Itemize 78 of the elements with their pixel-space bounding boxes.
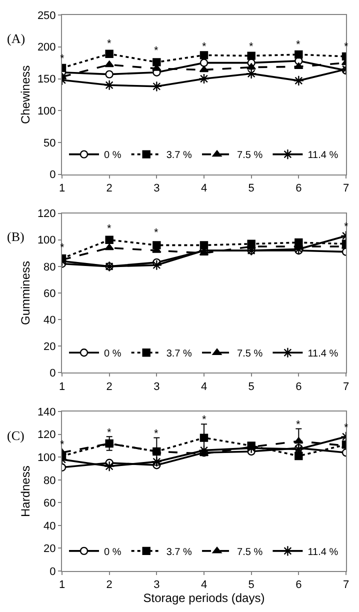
x-tick-label: 6 bbox=[296, 579, 302, 592]
legend-label: 0 % bbox=[104, 150, 122, 162]
y-tick-label: 20 bbox=[44, 340, 56, 353]
x-tick-label: 6 bbox=[296, 380, 302, 393]
annotation: * bbox=[202, 41, 207, 53]
x-tick-label: 1 bbox=[58, 380, 66, 393]
x-tick-label: 5 bbox=[248, 579, 254, 592]
x-tick-label: 1 bbox=[58, 182, 66, 195]
y-tick-label: 120 bbox=[37, 208, 56, 220]
annotation: * bbox=[60, 439, 65, 451]
annotation: * bbox=[296, 419, 301, 431]
y-tick-label: 40 bbox=[44, 520, 56, 532]
annotation: * bbox=[296, 39, 301, 51]
x-tick-label: 3 bbox=[154, 182, 160, 195]
y-tick-label: 80 bbox=[44, 474, 56, 487]
y-tick-label: 40 bbox=[44, 314, 56, 326]
x-tick-label: 4 bbox=[200, 579, 208, 592]
text: (C) bbox=[7, 428, 24, 443]
annotation: * bbox=[60, 53, 65, 65]
y-tick-label: 150 bbox=[37, 74, 56, 86]
legend-label: 11.4 % bbox=[308, 348, 338, 360]
legend-label: 0 % bbox=[104, 546, 122, 558]
x-tick-label: 4 bbox=[200, 380, 208, 393]
x-tick-label: 7 bbox=[342, 380, 350, 393]
x-tick-label: 7 bbox=[342, 579, 350, 592]
x-tick-label: 2 bbox=[106, 182, 112, 195]
x-tick-label: 1 bbox=[58, 579, 66, 592]
y-axis-title: Chewiness bbox=[18, 65, 33, 124]
y-tick-label: 20 bbox=[44, 543, 56, 556]
y-tick-label: 0 bbox=[50, 368, 56, 380]
x-tick-label: 6 bbox=[296, 182, 302, 195]
annotation: * bbox=[154, 428, 159, 440]
y-tick-label: 60 bbox=[44, 288, 56, 300]
annotation: * bbox=[154, 227, 159, 239]
y-tick-label: 100 bbox=[37, 452, 56, 464]
legend-label: 7.5 % bbox=[237, 546, 263, 558]
x-tick-label: 7 bbox=[342, 182, 350, 195]
annotation: * bbox=[249, 41, 254, 53]
text: (A) bbox=[7, 31, 26, 46]
x-tick-label: 2 bbox=[106, 380, 112, 393]
y-tick-label: 120 bbox=[37, 429, 56, 442]
y-tick-label: 0 bbox=[50, 169, 56, 182]
x-tick-label: 5 bbox=[248, 380, 254, 393]
annotation: * bbox=[344, 221, 349, 233]
annotation: * bbox=[344, 422, 349, 434]
annotation: * bbox=[107, 223, 112, 235]
y-tick-label: 140 bbox=[37, 406, 56, 418]
x-tick-label: 5 bbox=[248, 182, 254, 195]
annotation: * bbox=[344, 41, 349, 53]
y-tick-label: 80 bbox=[44, 261, 56, 274]
legend-label: 3.7 % bbox=[166, 348, 192, 360]
legend-label: 7.5 % bbox=[237, 348, 263, 360]
x-axis-title: Storage periods (days) bbox=[143, 591, 265, 606]
y-axis-title: Gumminess bbox=[18, 260, 33, 326]
y-tick-label: 200 bbox=[37, 42, 56, 54]
legend-label: 0 % bbox=[104, 348, 122, 360]
y-tick-label: 0 bbox=[50, 566, 56, 578]
y-tick-label: 60 bbox=[44, 498, 56, 510]
y-tick-label: 50 bbox=[44, 137, 56, 150]
annotation: * bbox=[202, 414, 207, 426]
legend-label: 11.4 % bbox=[308, 150, 338, 162]
annotation: * bbox=[107, 427, 112, 439]
x-tick-label: 4 bbox=[200, 182, 208, 195]
x-tick-label: 3 bbox=[154, 380, 160, 393]
y-axis-title: Hardness bbox=[18, 466, 33, 517]
annotation: * bbox=[107, 38, 112, 50]
y-tick-label: 100 bbox=[37, 105, 56, 118]
x-tick-label: 3 bbox=[154, 579, 160, 592]
legend-label: 11.4 % bbox=[308, 546, 338, 558]
y-tick-label: 100 bbox=[37, 234, 56, 247]
annotation: * bbox=[60, 242, 65, 254]
text: (B) bbox=[7, 229, 24, 244]
y-tick-label: 250 bbox=[37, 10, 56, 22]
legend-label: 3.7 % bbox=[166, 150, 192, 162]
legend-label: 3.7 % bbox=[166, 546, 192, 558]
legend-label: 7.5 % bbox=[237, 150, 263, 162]
x-tick-label: 2 bbox=[106, 579, 112, 592]
annotation: * bbox=[154, 45, 159, 57]
